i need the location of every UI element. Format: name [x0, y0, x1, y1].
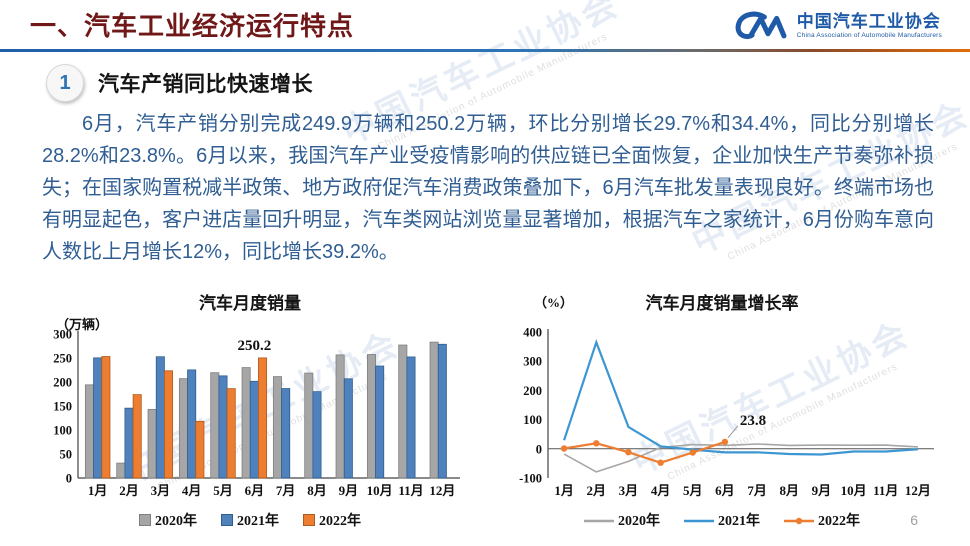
legend-item: 2020年 — [139, 510, 197, 530]
svg-text:150: 150 — [53, 400, 72, 414]
svg-text:1月: 1月 — [554, 483, 574, 498]
legend-item: 2021年 — [684, 510, 760, 530]
svg-text:-100: -100 — [519, 472, 542, 486]
svg-text:6月: 6月 — [715, 483, 735, 498]
legend-label: 2020年 — [618, 514, 660, 529]
legend-label: 2022年 — [319, 514, 361, 529]
svg-text:3月: 3月 — [151, 483, 171, 498]
page-number: 6 — [910, 512, 918, 528]
svg-text:4月: 4月 — [651, 483, 671, 498]
svg-text:8月: 8月 — [307, 483, 327, 498]
svg-text:5月: 5月 — [683, 483, 703, 498]
svg-text:2月: 2月 — [586, 483, 606, 498]
legend-label: 2021年 — [237, 514, 279, 529]
legend-line-swatch-2022 — [784, 515, 814, 525]
svg-text:8月: 8月 — [779, 483, 799, 498]
svg-text:0: 0 — [66, 472, 72, 486]
svg-text:100: 100 — [53, 424, 72, 438]
charts-row: 汽车月度销量 （万辆） 0 50 100 150 200 250 300 1月 2月 3月 4月 5月… — [30, 292, 942, 530]
svg-text:9月: 9月 — [812, 483, 832, 498]
svg-text:6月: 6月 — [245, 483, 265, 498]
svg-text:7月: 7月 — [276, 483, 296, 498]
svg-text:400: 400 — [523, 326, 542, 340]
legend-item: 2020年 — [584, 510, 660, 530]
legend-item: 2022年 — [784, 510, 860, 530]
svg-text:5月: 5月 — [213, 483, 233, 498]
legend-line-swatch-2021 — [684, 515, 714, 525]
svg-text:100: 100 — [523, 413, 542, 427]
legend-swatch-2021 — [221, 514, 233, 526]
legend-label: 2020年 — [155, 514, 197, 529]
legend-label: 2022年 — [818, 514, 860, 529]
legend-line-swatch-2020 — [584, 515, 614, 525]
line-chart: 汽车月度销量增长率 （%） -100 0 100 200 300 400 1月 2月 3月 4月 5… — [502, 292, 942, 530]
bar-chart-plot: 0 50 100 150 200 250 300 1月 2月 3月 4月 5月 6月 7月 8月 9月 10月 1… — [53, 328, 460, 498]
bar-chart-legend: 2020年 2021年 2022年 — [30, 510, 470, 530]
svg-text:12月: 12月 — [429, 483, 455, 498]
svg-text:3月: 3月 — [619, 483, 639, 498]
caam-logo-icon — [735, 11, 787, 40]
legend-item: 2021年 — [221, 510, 279, 530]
svg-text:250.2: 250.2 — [237, 338, 271, 354]
svg-text:9月: 9月 — [339, 483, 359, 498]
svg-text:11月: 11月 — [398, 483, 423, 498]
svg-text:7月: 7月 — [747, 483, 767, 498]
svg-text:300: 300 — [523, 355, 542, 369]
body-paragraph: 6月，汽车产销分别完成249.9万辆和250.2万辆，环比分别增长29.7%和3… — [42, 113, 934, 263]
line-chart-plot: -100 0 100 200 300 400 1月 2月 3月 4月 5月 6月 7月 8月 9月 10月 11… — [519, 326, 934, 498]
caam-logo-text: 中国汽车工业协会 China Association of Automobile… — [797, 12, 942, 39]
page-title: 一、汽车工业经济运行特点 — [30, 11, 355, 41]
svg-text:23.8: 23.8 — [740, 413, 766, 429]
svg-text:11月: 11月 — [873, 483, 898, 498]
svg-text:12月: 12月 — [905, 483, 931, 498]
svg-text:10月: 10月 — [367, 483, 393, 498]
section-heading: 汽车产销同比快速增长 — [98, 73, 313, 96]
svg-text:300: 300 — [53, 328, 72, 342]
bar-chart: 汽车月度销量 （万辆） 0 50 100 150 200 250 300 1月 2月 3月 4月 5月… — [30, 292, 470, 530]
svg-text:2月: 2月 — [119, 483, 139, 498]
caam-logo: 中国汽车工业协会 China Association of Automobile… — [731, 8, 942, 42]
line-chart-legend: 2020年 2021年 2022年 — [502, 510, 942, 530]
svg-text:200: 200 — [53, 376, 72, 390]
svg-text:1月: 1月 — [88, 483, 108, 498]
svg-text:4月: 4月 — [182, 483, 202, 498]
logo-name: 中国汽车工业协会 — [796, 11, 941, 31]
legend-label: 2021年 — [718, 514, 760, 529]
bar-chart-title: 汽车月度销量 — [199, 294, 301, 313]
legend-swatch-2020 — [139, 514, 151, 526]
bar-chart-unit-label: （万辆） — [56, 317, 109, 332]
svg-text:250: 250 — [53, 352, 72, 366]
section-number-badge: 1 — [46, 64, 84, 102]
header-divider — [0, 49, 970, 52]
line-chart-unit-label: （%） — [534, 295, 574, 310]
line-chart-title: 汽车月度销量增长率 — [645, 294, 799, 313]
section-header: 1 汽车产销同比快速增长 — [46, 64, 313, 102]
svg-text:0: 0 — [536, 442, 542, 456]
legend-swatch-2022 — [303, 514, 315, 526]
svg-text:200: 200 — [523, 384, 542, 398]
svg-text:50: 50 — [60, 448, 73, 462]
svg-text:10月: 10月 — [841, 483, 867, 498]
legend-item: 2022年 — [303, 510, 361, 530]
logo-subtitle: China Association of Automobile Manufact… — [796, 31, 942, 39]
